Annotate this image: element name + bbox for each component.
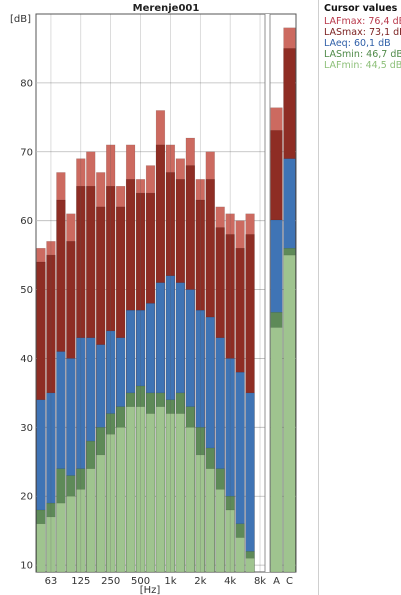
bar-laeq [245,392,255,573]
bar-lafmin [46,516,56,573]
y-tick-label: 30 [20,423,33,434]
bar-lafmin [86,468,96,573]
cursor-value-item: LASmax: 73,1 dB [324,27,401,38]
cursor-values-list: LAFmax: 76,4 dB LASmax: 73,1 dB LAeq: 60,1… [319,16,401,71]
y-tick-label: 70 [20,147,33,158]
y-tick-label: 10 [20,561,33,572]
overall-bar-lafmin [270,327,283,573]
bar-lafmin [125,406,136,573]
x-tick-label: 125 [71,576,90,587]
bar-lafmin [96,454,106,573]
x-axis-label: [Hz] [140,585,161,595]
y-tick-label: 80 [20,78,33,89]
overall-tick-label: C [286,576,293,587]
y-axis-label: [dB] [10,14,31,25]
bar-lafmin [215,489,225,573]
bar-lafmin [155,406,166,573]
y-tick-label: 20 [20,492,33,503]
spectrum-chart: Merenje001 [dB] 10 20 30 40 50 60 70 80 63 125 250 50… [10,3,297,595]
x-tick-label: 4k [224,576,236,587]
bar-lafmin [56,502,66,573]
bar-lafmin [225,509,235,573]
y-tick-label: 40 [20,354,33,365]
cursor-value-item: LAFmin: 44,5 dB [324,60,401,71]
x-tick-label: 2k [194,576,206,587]
cursor-value-item: LAFmax: 76,4 dB [324,16,401,27]
bar-lafmin [135,406,146,573]
bar-lafmin [175,413,185,573]
bar-lafmin [165,413,176,573]
bar-lafmin [185,427,195,573]
overall-bar-lafmin [283,254,296,573]
x-tick-label: 63 [45,576,58,587]
y-tick-label: 50 [20,285,33,296]
x-tick-label: 500 [131,576,150,587]
bar-lafmin [76,489,86,573]
cursor-value-item: LASmin: 46,7 dB [324,49,401,60]
overall-separator [265,14,270,572]
bar-lafmin [145,413,156,573]
cursor-values-panel: Cursor values LAFmax: 76,4 dB LASmax: 73,… [318,0,401,595]
bar-lafmin [106,433,116,573]
y-tick-label: 60 [20,216,33,227]
bar-lafmin [195,454,205,573]
bar-lafmin [235,537,245,573]
bar-lafmin [116,427,126,573]
x-tick-label: 1k [164,576,176,587]
bar-lafmin [66,495,76,573]
x-tick-label: 8k [254,576,266,587]
cursor-values-title: Cursor values [324,3,398,14]
overall-tick-label: A [273,576,280,587]
cursor-value-item: LAeq: 60,1 dB [324,38,391,49]
bar-lafmin [36,523,46,573]
x-tick-label: 250 [101,576,120,587]
chart-title: Merenje001 [133,3,200,14]
bar-lafmin [245,557,255,573]
bar-lafmin [205,468,215,573]
